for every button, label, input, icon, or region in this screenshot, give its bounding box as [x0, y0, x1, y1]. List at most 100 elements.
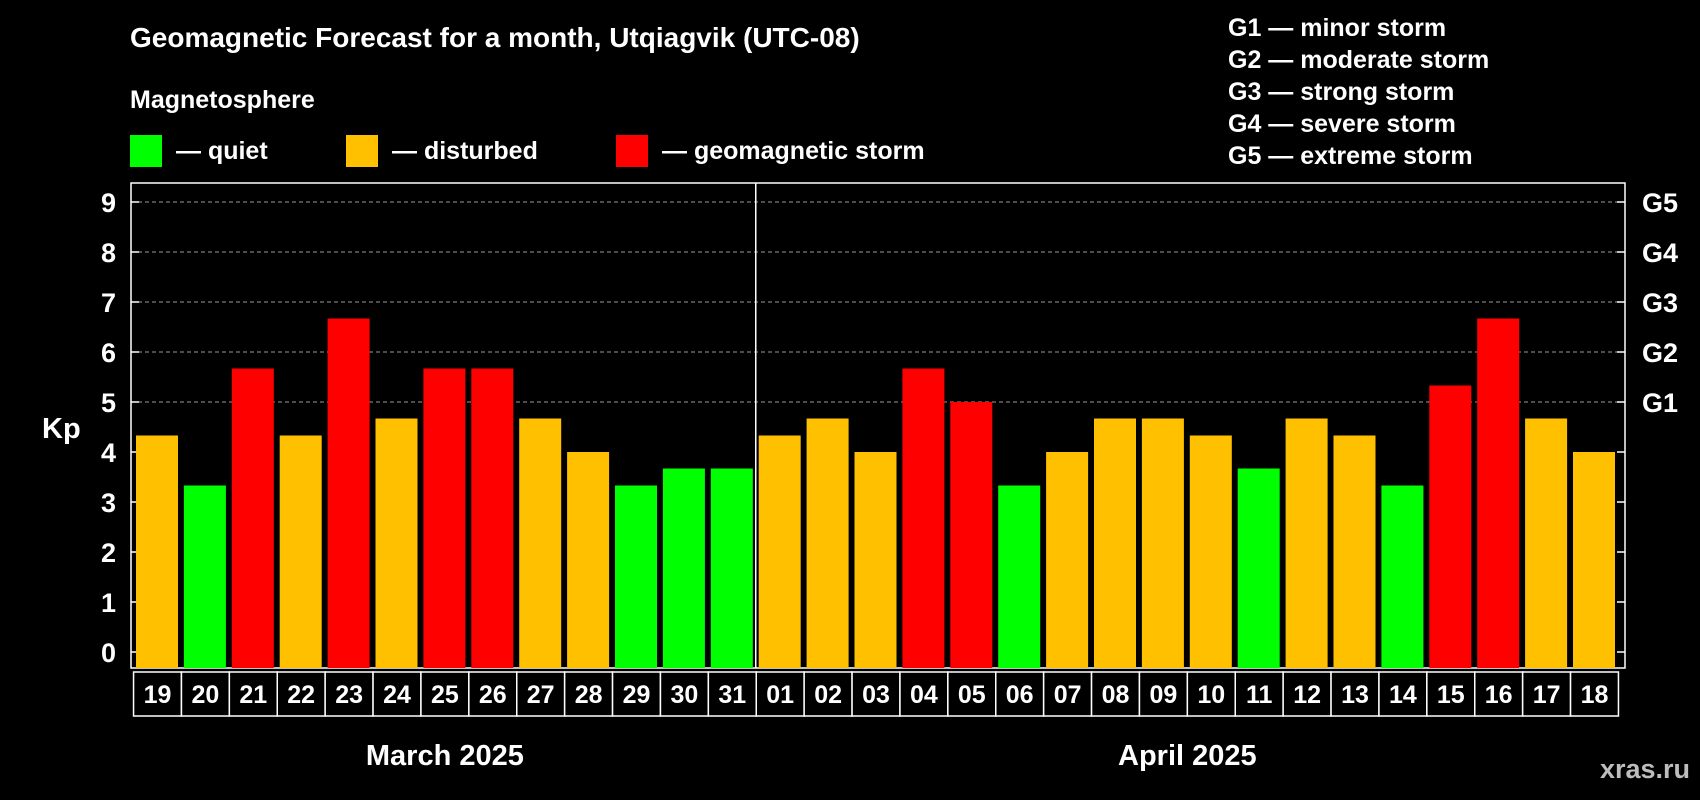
x-tick-label: 04: [910, 681, 938, 709]
right-tick-label-g3: G3: [1642, 288, 1678, 318]
right-tick-label-g4: G4: [1642, 238, 1678, 268]
y-axis-label: Kp: [42, 413, 81, 445]
legend-label-quiet: — quiet: [176, 136, 268, 165]
bar-10: [1189, 435, 1232, 668]
x-tick-box: [755, 671, 805, 717]
legend-label-disturbed: — disturbed: [392, 136, 538, 165]
x-tick-label: 08: [1102, 681, 1130, 709]
legend-item-storm: — geomagnetic storm: [616, 134, 925, 168]
x-tick-label: 07: [1054, 681, 1082, 709]
x-tick-box: [1042, 671, 1093, 717]
x-tick-box: [1569, 671, 1620, 717]
bar-16: [1477, 318, 1520, 668]
x-tick-label: 27: [527, 681, 555, 709]
x-tick-label: 12: [1293, 681, 1321, 709]
x-tick-box: [180, 671, 231, 717]
month-label-1: April 2025: [1118, 740, 1257, 772]
x-tick-label: 29: [623, 681, 651, 709]
legend-title: Magnetosphere: [130, 86, 315, 114]
x-tick-label: 20: [191, 681, 219, 709]
x-tick-label: 14: [1389, 681, 1417, 709]
y-tick-label: 6: [101, 338, 116, 368]
x-tick-label: 30: [670, 681, 698, 709]
y-tick-label: 4: [101, 438, 116, 468]
y-tick-label: 1: [101, 588, 116, 618]
bar-17: [1525, 418, 1568, 668]
x-tick-label: 05: [958, 681, 986, 709]
x-tick-label: 26: [479, 681, 507, 709]
bar-04: [902, 368, 945, 668]
bar-22: [279, 435, 322, 668]
legend-swatch-disturbed: [346, 135, 378, 167]
x-tick-label: 18: [1581, 681, 1609, 709]
x-tick-label: 25: [431, 681, 459, 709]
legend-item-quiet: — quiet: [130, 134, 268, 168]
x-tick-box: [563, 671, 614, 717]
bar-30: [662, 468, 705, 668]
bar-02: [806, 418, 849, 668]
x-tick-box: [659, 671, 710, 717]
g-scale-g2: G2 — moderate storm: [1228, 46, 1490, 74]
y-tick-label: 8: [101, 238, 116, 268]
x-tick-box: [1426, 671, 1476, 717]
x-tick-label: 22: [287, 681, 315, 709]
x-tick-box: [132, 671, 183, 717]
x-tick-box: [1186, 671, 1236, 717]
y-tick-label: 5: [101, 388, 116, 418]
g-scale-legend: G1 — minor storm G2 — moderate storm G3 …: [1228, 12, 1489, 172]
bar-09: [1141, 418, 1184, 668]
x-tick-box: [995, 671, 1045, 717]
x-tick-box: [468, 671, 518, 717]
g-scale-g4: G4 — severe storm: [1228, 110, 1456, 138]
x-tick-label: 06: [1006, 681, 1034, 709]
x-tick-label: 02: [814, 681, 842, 709]
bar-13: [1333, 435, 1376, 668]
bar-14: [1381, 485, 1424, 668]
watermark: xras.ru: [1599, 754, 1690, 784]
x-tick-label: 21: [239, 681, 267, 709]
y-tick-label: 2: [101, 538, 116, 568]
g-scale-g1: G1 — minor storm: [1228, 14, 1447, 42]
bar-27: [519, 418, 562, 668]
bar-12: [1285, 418, 1328, 668]
legend-swatch-storm: [616, 135, 648, 167]
bar-03: [854, 452, 897, 668]
x-tick-box: [1521, 671, 1572, 717]
bar-31: [710, 468, 753, 668]
x-tick-label: 10: [1197, 681, 1225, 709]
chart-title: Geomagnetic Forecast for a month, Utqiag…: [130, 22, 860, 53]
bar-28: [567, 452, 610, 668]
x-tick-box: [1234, 671, 1284, 717]
bar-18: [1573, 452, 1615, 668]
bar-25: [423, 368, 466, 668]
x-tick-box: [516, 671, 566, 717]
bar-23: [327, 318, 370, 668]
x-tick-box: [228, 671, 279, 717]
bar-29: [615, 485, 657, 668]
x-tick-box: [372, 671, 422, 717]
bar-11: [1237, 468, 1280, 668]
bar-26: [471, 368, 514, 668]
y-tick-label: 3: [101, 488, 116, 518]
right-tick-label-g1: G1: [1642, 388, 1678, 418]
x-tick-label: 28: [575, 681, 603, 709]
x-tick-box: [276, 671, 326, 717]
x-tick-label: 11: [1246, 681, 1273, 709]
bar-07: [1046, 452, 1089, 668]
bar-15: [1429, 385, 1472, 668]
x-tick-box: [611, 671, 662, 717]
bar-05: [950, 402, 993, 668]
g-scale-g3: G3 — strong storm: [1228, 78, 1455, 106]
bar-24: [375, 418, 418, 668]
x-tick-box: [899, 671, 949, 717]
x-tick-box: [324, 671, 374, 717]
x-tick-box: [1378, 671, 1428, 717]
x-tick-box: [420, 671, 470, 717]
y-tick-label: 9: [101, 188, 116, 218]
x-tick-label: 17: [1533, 681, 1561, 709]
right-tick-label-g2: G2: [1642, 338, 1678, 368]
x-tick-box: [1474, 671, 1524, 717]
bar-08: [1094, 418, 1136, 668]
x-tick-box: [803, 671, 853, 717]
